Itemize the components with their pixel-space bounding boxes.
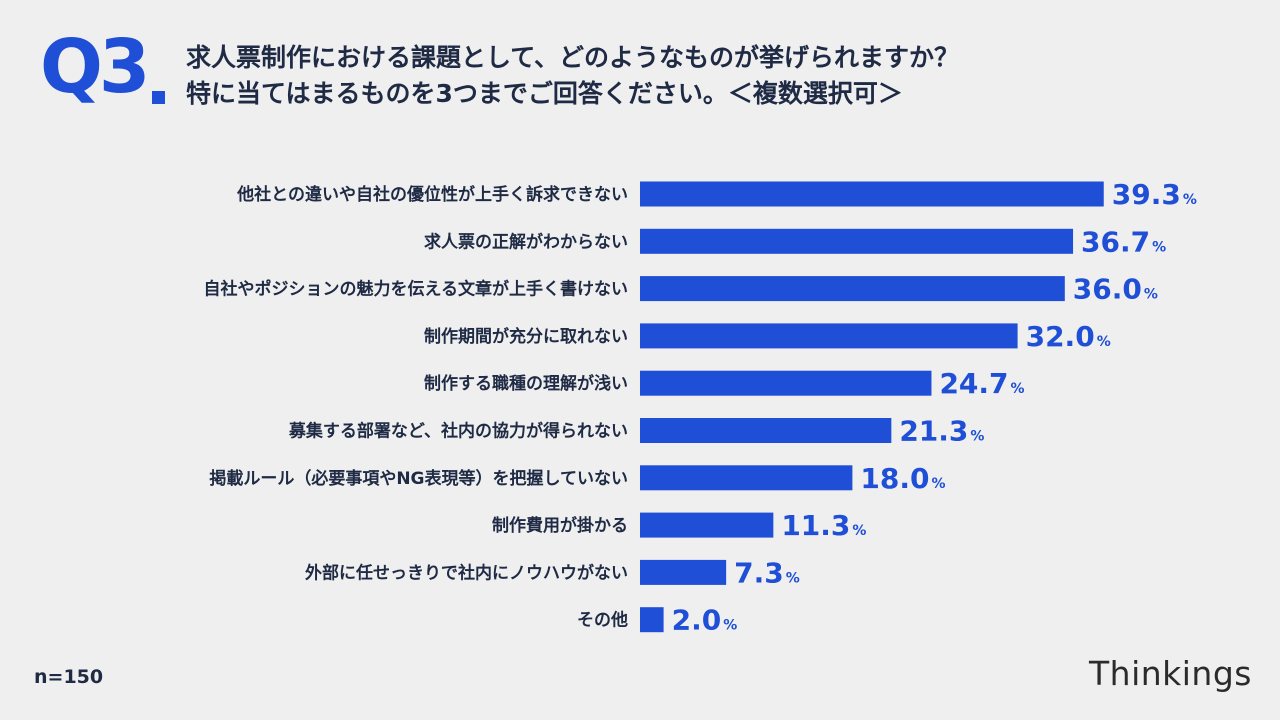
question-number-dot: [152, 91, 165, 104]
bar: [640, 181, 1104, 207]
value-label: 36.0%: [1073, 273, 1158, 306]
bar: [640, 370, 932, 396]
value-label: 32.0%: [1026, 320, 1111, 353]
bar: [640, 228, 1074, 254]
category-label: 制作期間が充分に取れない: [424, 326, 628, 347]
value-label: 2.0%: [672, 604, 738, 637]
category-label: 他社との違いや自社の優位性が上手く訴求できない: [236, 184, 628, 205]
question-title: 求人票制作における課題として、どのようなものが挙げられますか？ 特に当てはまるも…: [186, 40, 959, 112]
value-label: 36.7%: [1081, 225, 1166, 258]
category-label: 制作する職種の理解が浅い: [424, 373, 628, 394]
sample-size-label: n=150: [34, 666, 104, 688]
category-label: 自社やポジションの魅力を伝える文章が上手く書けない: [204, 279, 629, 300]
category-label: 募集する部署など、社内の協力が得られない: [288, 421, 628, 442]
bar: [640, 559, 727, 585]
value-label: 18.0%: [860, 462, 945, 495]
category-label: 制作費用が掛かる: [492, 515, 628, 536]
category-label: 掲載ルール（必要事項やNG表現等）を把握していない: [209, 468, 628, 489]
question-title-line-2: 特に当てはまるものを3つまでご回答ください。＜複数選択可＞: [186, 79, 903, 108]
question-number: Q3: [40, 24, 150, 110]
bar: [640, 276, 1065, 302]
value-label: 7.3%: [734, 556, 800, 589]
category-label: その他: [577, 610, 628, 631]
bar: [640, 465, 853, 491]
bar: [640, 323, 1018, 349]
bar: [640, 512, 774, 538]
category-label: 外部に任せっきりで社内にノウハウがない: [305, 562, 628, 583]
value-label: 11.3%: [781, 509, 866, 542]
value-label: 39.3%: [1112, 178, 1197, 211]
value-label: 24.7%: [939, 367, 1024, 400]
value-label: 21.3%: [899, 415, 984, 448]
bar: [640, 418, 892, 443]
category-label: 求人票の正解がわからない: [424, 231, 628, 252]
question-title-line-1: 求人票制作における課題として、どのようなものが挙げられますか？: [186, 43, 960, 72]
brand-logo-text: Thinkings: [1089, 654, 1252, 693]
bar: [640, 607, 664, 633]
